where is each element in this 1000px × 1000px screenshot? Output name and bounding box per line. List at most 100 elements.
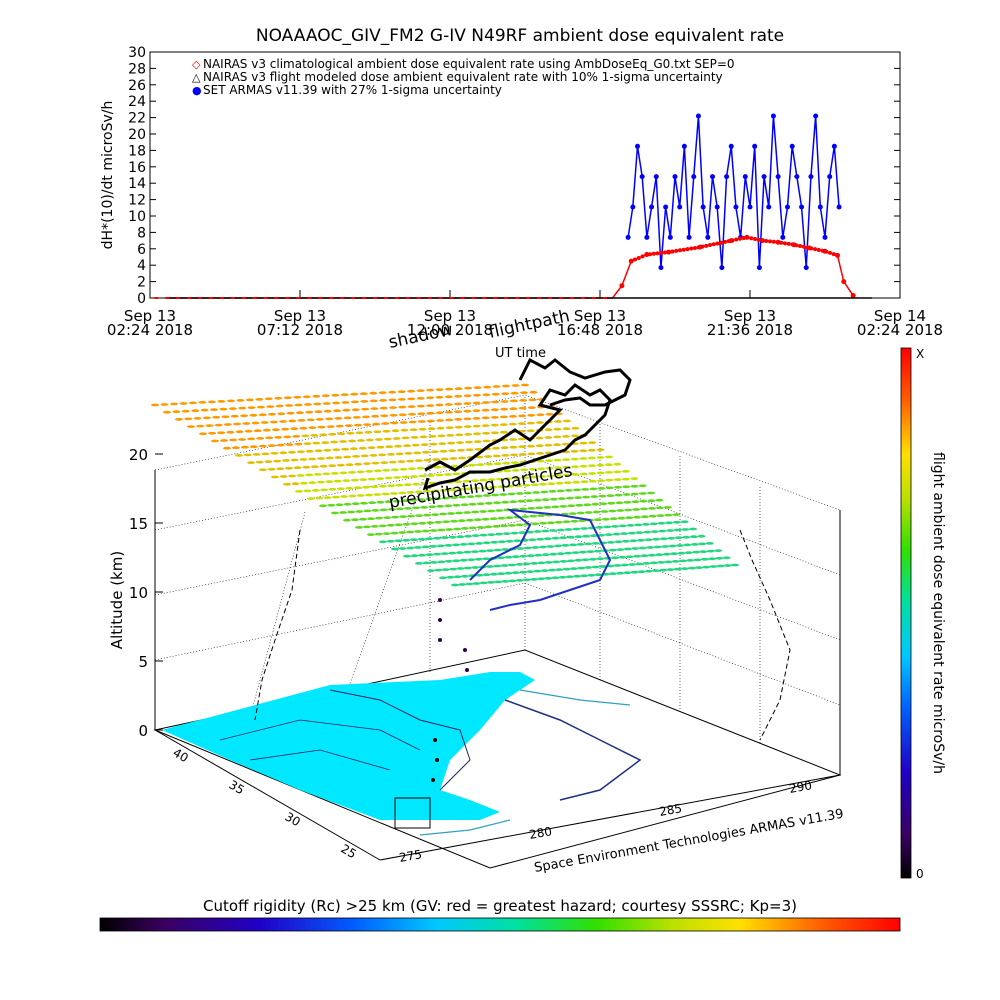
- series-point: [760, 238, 765, 243]
- dose-dot: [417, 412, 426, 416]
- legend-entry: NAIRAS v3 climatological ambient dose eq…: [203, 57, 735, 71]
- series-point: [719, 240, 724, 245]
- dose-dot: [534, 553, 543, 557]
- dose-dot: [520, 468, 529, 472]
- dose-dot: [623, 571, 632, 575]
- dose-dot: [623, 500, 632, 504]
- dose-dot: [582, 495, 591, 499]
- dose-dot: [330, 472, 339, 475]
- lon-tick-label: 285: [658, 801, 683, 819]
- dose-dot: [476, 463, 485, 467]
- dose-dot: [491, 493, 500, 497]
- dose-dot: [627, 531, 636, 535]
- dose-dot: [339, 440, 348, 443]
- dose-dot: [580, 574, 589, 578]
- dose-dot: [481, 424, 490, 427]
- dose-dot: [611, 556, 620, 560]
- dose-dot: [261, 452, 270, 456]
- dose-dot: [624, 508, 633, 512]
- dose-dot: [365, 493, 373, 497]
- y-tick-label: 14: [128, 176, 146, 192]
- dose-dot: [467, 558, 476, 562]
- dose-dot: [399, 421, 408, 424]
- dose-dot: [223, 423, 232, 426]
- dose-dot: [228, 407, 237, 410]
- dose-dot: [463, 409, 472, 413]
- dose-dot: [671, 560, 680, 563]
- dose-dot: [616, 571, 625, 575]
- dose-dot: [414, 530, 422, 533]
- dose-dot: [288, 450, 296, 454]
- dose-dot: [596, 448, 605, 452]
- dose-dot: [689, 535, 698, 539]
- dose-dot: [365, 470, 374, 473]
- dose-dot: [666, 568, 675, 571]
- dose-dot: [360, 454, 369, 458]
- dose-dot: [541, 553, 550, 557]
- dose-dot: [382, 532, 391, 535]
- dose-dot: [695, 566, 704, 569]
- dose-dot: [653, 545, 662, 549]
- dose-dot: [555, 481, 564, 485]
- dose-dot: [589, 487, 598, 491]
- dose-dot: [472, 417, 481, 420]
- dose-dot: [495, 532, 503, 536]
- dose-dot: [507, 492, 516, 496]
- dose-dot: [378, 484, 387, 488]
- dose-dot: [475, 573, 484, 577]
- dose-dot: [390, 421, 399, 425]
- dose-dot: [472, 424, 481, 428]
- dose-dot: [501, 548, 510, 551]
- dose-dot: [403, 554, 411, 558]
- series-point: [649, 204, 655, 210]
- dose-dot: [221, 415, 230, 419]
- dose-dot: [305, 473, 314, 477]
- dose-dot: [333, 409, 342, 413]
- y-tick-label: 28: [128, 61, 146, 77]
- series-point: [644, 252, 649, 257]
- dose-dot: [283, 396, 292, 400]
- series-point: [715, 241, 720, 246]
- dose-dot: [659, 537, 668, 541]
- dose-dot: [554, 474, 563, 477]
- dose-dot: [623, 547, 632, 551]
- dose-dot: [570, 449, 579, 453]
- dose-dot: [337, 432, 346, 436]
- series-point: [850, 293, 856, 299]
- dose-dot: [655, 498, 664, 502]
- dose-dot: [541, 529, 550, 533]
- dose-dot: [294, 442, 303, 446]
- dose-dot: [200, 408, 209, 412]
- dose-dot: [410, 475, 419, 478]
- dose-dot: [504, 571, 513, 575]
- dose-dot: [429, 529, 438, 532]
- dose-dot: [618, 555, 627, 559]
- dose-dot: [543, 537, 552, 541]
- dose-dot: [355, 526, 363, 529]
- series-point: [749, 236, 754, 241]
- dose-dot: [413, 451, 422, 455]
- dose-dot: [617, 516, 626, 520]
- dose-dot: [380, 461, 389, 464]
- dose-dot: [362, 462, 371, 465]
- dose-dot: [400, 499, 409, 503]
- dose-dot: [464, 440, 473, 444]
- dose-dot: [266, 405, 275, 408]
- dose-dot: [339, 511, 348, 514]
- dose-dot: [345, 486, 354, 490]
- dose-dot: [646, 546, 655, 549]
- dose-dot: [445, 426, 454, 430]
- series-point: [794, 174, 800, 180]
- dose-dot: [351, 408, 360, 412]
- dose-dot: [256, 437, 265, 440]
- lon-tick-label: 275: [398, 847, 423, 865]
- dose-dot: [621, 477, 630, 481]
- dose-dot: [435, 473, 444, 477]
- dose-dot: [427, 427, 436, 431]
- series-point: [659, 250, 664, 255]
- dose-dot: [467, 542, 476, 546]
- dose-dot: [319, 433, 328, 437]
- descent-track: [431, 598, 469, 782]
- dose-dot: [528, 398, 537, 402]
- dose-dot: [348, 494, 357, 498]
